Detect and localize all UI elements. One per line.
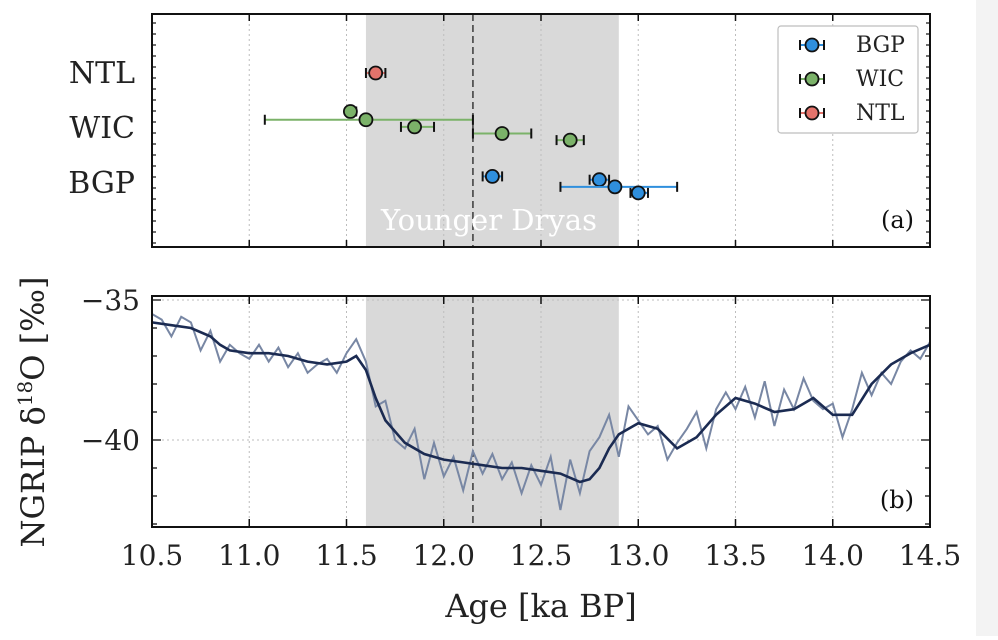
panel-a-label: (a) <box>881 206 914 234</box>
younger-dryas-label: Younger Dryas <box>380 203 597 237</box>
panel-a-y-tick-labels: NTL WIC BGP <box>68 56 135 201</box>
panel-a-y-tick-label: BGP <box>68 166 135 201</box>
legend-marker-ntl <box>804 105 820 121</box>
panel-b-label: (b) <box>880 486 914 514</box>
panel-b-younger-dryas-shade <box>365 296 619 527</box>
x-axis-label: Age [ka BP] <box>444 587 636 625</box>
legend-marker-bgp <box>804 37 820 53</box>
data-point-wic <box>494 126 510 141</box>
panel-a-younger-dryas-shade <box>365 14 619 247</box>
y-tick-label: −35 <box>81 284 140 317</box>
data-point-wic <box>407 119 422 135</box>
panel-b: 10.5 11.0 11.5 12.0 12.5 13.0 13.5 14.0 14.5 −35… <box>13 276 961 625</box>
right-edge-strip <box>976 0 998 636</box>
x-tick-label: 11.5 <box>315 539 377 572</box>
x-tick-label: 12.0 <box>413 539 475 572</box>
panel-a-series <box>263 65 679 201</box>
x-tick-label: 11.0 <box>218 539 280 572</box>
data-point-bgp <box>630 185 646 201</box>
panel-b-ticks <box>151 296 931 527</box>
data-point-wic <box>342 104 358 119</box>
x-tick-label: 13.5 <box>704 539 766 572</box>
legend-label-ntl: NTL <box>856 101 905 126</box>
data-point-wic <box>358 112 374 128</box>
smoothed-delta18o-series <box>151 321 931 484</box>
data-point-bgp <box>607 179 623 195</box>
data-point-wic <box>562 132 578 148</box>
data-point-bgp <box>591 172 607 188</box>
panel-a-y-tick-label: NTL <box>69 56 135 91</box>
y-tick-label: −40 <box>81 424 140 457</box>
x-tick-label: 13.0 <box>607 539 669 572</box>
y-axis-label: NGRIP δ18O [‰] <box>13 276 52 547</box>
x-tick-label: 10.5 <box>121 539 183 572</box>
chart-svg: Younger Dryas NTL WIC BGP (a) BGP WIC NTL 10… <box>13 13 961 625</box>
legend-items: BGP WIC NTL <box>799 33 905 126</box>
x-tick-label: 14.0 <box>802 539 864 572</box>
x-tick-label: 14.5 <box>899 539 961 572</box>
legend-label-wic: WIC <box>856 67 904 92</box>
legend-label-bgp: BGP <box>856 33 905 58</box>
data-point-bgp <box>484 168 500 184</box>
y-axis-label-prefix: NGRIP δ <box>14 406 52 547</box>
legend-marker-wic <box>804 71 820 87</box>
data-point-ntl <box>368 65 384 81</box>
panel-b-y-tick-labels: −35 −40 <box>81 284 140 457</box>
panel-a-y-tick-label: WIC <box>69 111 135 146</box>
y-axis-label-superscript: 18 <box>13 381 37 406</box>
x-tick-label: 12.5 <box>510 539 572 572</box>
panel-a-ticks <box>151 14 931 247</box>
panel-a: Younger Dryas NTL WIC BGP (a) BGP WIC NTL <box>68 13 931 248</box>
y-axis-label-suffix: O [‰] <box>14 276 52 380</box>
legend: BGP WIC NTL <box>777 25 919 134</box>
x-axis-tick-labels: 10.5 11.0 11.5 12.0 12.5 13.0 13.5 14.0 14.5 <box>121 539 961 572</box>
